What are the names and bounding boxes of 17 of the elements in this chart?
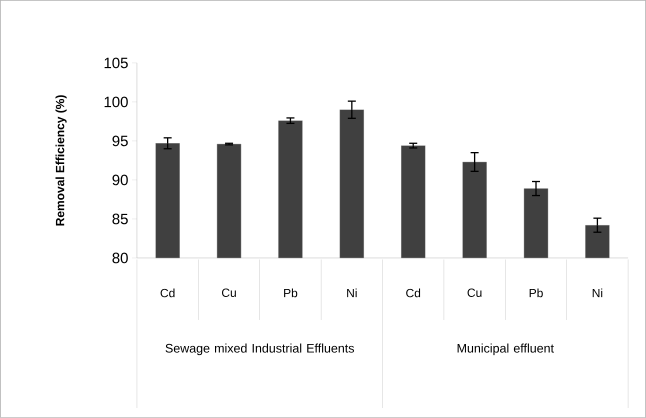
x-tick-label: Ni [592, 288, 602, 298]
x-tick-label: Cd [160, 288, 175, 298]
text: Municipal effluent [458, 344, 554, 356]
x-tick-label: Cd [406, 288, 420, 298]
y-tick-label: 105 [104, 58, 128, 68]
y-axis-title: Removal Efficiency (%) [55, 95, 67, 226]
y-tick-label: 90 [112, 174, 128, 186]
x-tick-label: Cu [468, 288, 482, 297]
x-tick-label: Cu [222, 288, 236, 297]
x-tick-label: Ni [347, 288, 357, 298]
y-tick-label: 95 [112, 136, 128, 146]
x-tick-label: Pb [530, 288, 543, 298]
y-tick-label: 100 [104, 96, 128, 108]
text: Sewage mixed Industrial Effluents [166, 344, 354, 356]
y-tick-label: 80 [112, 252, 128, 264]
y-tick-label: 85 [112, 214, 128, 224]
x-tick-label: Pb [284, 288, 298, 298]
